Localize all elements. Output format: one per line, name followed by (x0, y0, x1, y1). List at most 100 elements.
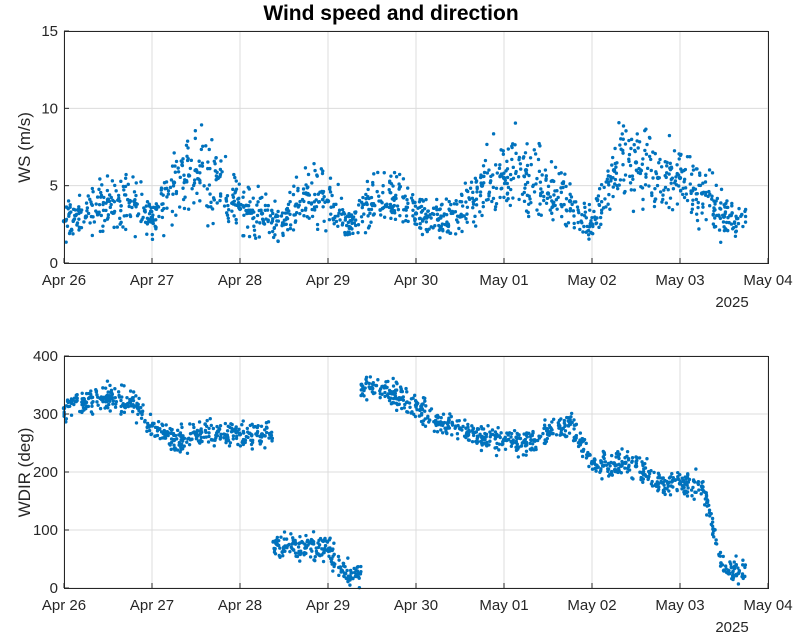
scatter-dot (601, 464, 605, 468)
scatter-dot (536, 157, 541, 162)
scatter-dot (132, 190, 137, 194)
scatter-dot (700, 211, 704, 215)
scatter-dot (729, 565, 734, 570)
y-tick-label: 5 (50, 178, 58, 195)
scatter-dot (147, 202, 151, 206)
scatter-dot (316, 200, 321, 204)
scatter-dot (624, 129, 628, 133)
scatter-dot (279, 214, 284, 218)
scatter-dot (355, 565, 359, 569)
scatter-dot (331, 554, 335, 558)
scatter-dot (187, 173, 191, 177)
scatter-dot (546, 192, 550, 196)
scatter-dot (257, 439, 262, 443)
scatter-dot (113, 405, 118, 409)
scatter-dot (185, 154, 189, 158)
scatter-dot (219, 159, 223, 163)
scatter-dot (143, 418, 147, 423)
scatter-dot (594, 463, 599, 467)
scatter-dot (197, 433, 201, 437)
scatter-dot (67, 212, 71, 217)
scatter-dot (506, 147, 511, 151)
scatter-dot (691, 186, 696, 190)
scatter-dot (514, 169, 518, 174)
scatter-dot (515, 431, 519, 436)
scatter-dot (709, 511, 713, 516)
scatter-dot (592, 457, 597, 461)
scatter-dot (160, 202, 164, 206)
scatter-dot (105, 188, 110, 193)
scatter-dot (482, 174, 486, 179)
scatter-dot (171, 431, 176, 436)
scatter-dot (217, 426, 221, 431)
scatter-dot (418, 216, 422, 220)
scatter-dot (470, 196, 475, 200)
scatter-dot (671, 187, 676, 191)
data-point (523, 168, 529, 173)
scatter-dot (199, 427, 203, 431)
scatter-dot (229, 430, 234, 434)
scatter-dot (713, 208, 717, 212)
scatter-dot (303, 546, 307, 550)
scatter-dot (270, 219, 275, 223)
scatter-dot (454, 218, 459, 222)
scatter-dot (165, 206, 169, 210)
scatter-dot (662, 483, 666, 487)
scatter-dot (322, 195, 326, 199)
scatter-dot (88, 197, 92, 202)
scatter-dot (288, 190, 292, 195)
scatter-dot (405, 390, 409, 394)
scatter-dot (730, 204, 734, 208)
scatter-dot (505, 181, 509, 186)
scatter-dot (147, 212, 152, 216)
scatter-dot (734, 554, 738, 558)
scatter-dot (320, 189, 324, 194)
scatter-dot (114, 402, 118, 406)
scatter-dot (595, 198, 600, 203)
scatter-dot (150, 421, 155, 425)
scatter-dot (273, 215, 278, 219)
scatter-dot (523, 151, 528, 155)
scatter-dot (266, 218, 270, 222)
scatter-dot (315, 227, 320, 232)
scatter-dot (69, 227, 74, 231)
scatter-dot (124, 193, 128, 197)
scatter-dot (701, 205, 705, 209)
scatter-dot (688, 182, 692, 186)
scatter-dot (172, 443, 176, 447)
scatter-dot (337, 573, 341, 578)
scatter-dot (64, 240, 68, 244)
scatter-dot (218, 167, 223, 172)
scatter-dot (300, 197, 305, 202)
scatter-dot (615, 161, 619, 165)
scatter-dot (691, 198, 695, 202)
scatter-dot (80, 409, 84, 414)
scatter-dot (77, 193, 82, 197)
scatter-dot (741, 224, 745, 229)
scatter-dot (651, 176, 655, 180)
scatter-dot (89, 396, 94, 400)
scatter-dot (145, 200, 150, 204)
scatter-dot (740, 572, 745, 576)
scatter-dot (609, 453, 614, 458)
scatter-dot (606, 469, 610, 474)
scatter-dot (272, 226, 276, 231)
scatter-dot (673, 179, 678, 183)
scatter-dot (423, 424, 428, 428)
scatter-dot (259, 424, 264, 428)
scatter-dot (398, 213, 402, 218)
scatter-dot (301, 541, 305, 545)
scatter-dot (337, 208, 342, 212)
y-tick-label: 100 (33, 522, 58, 539)
scatter-dot (434, 205, 439, 209)
data-point (259, 211, 265, 216)
scatter-dot (260, 217, 265, 221)
scatter-dot (88, 221, 92, 225)
scatter-dot (514, 151, 518, 156)
scatter-dot (89, 389, 93, 393)
scatter-dot (640, 162, 645, 166)
scatter-dot (116, 193, 121, 198)
scatter-dot (710, 171, 715, 175)
scatter-dot (499, 431, 503, 435)
scatter-dot (535, 176, 539, 181)
